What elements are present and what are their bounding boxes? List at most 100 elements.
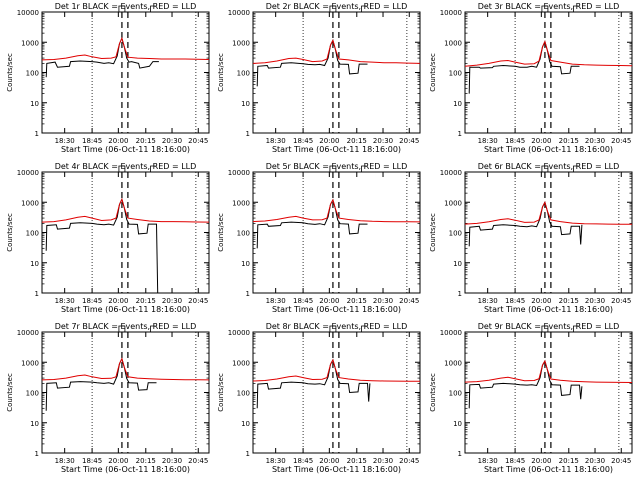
panel-title: Det 3r BLACK = Events, RED = LLD [478,2,620,11]
y-tick-label: 100 [237,70,250,78]
y-tick-label: 10000 [228,9,250,17]
series-lld-line [41,357,210,381]
top-bracket-icon [329,325,337,332]
y-axis-label: Counts/sec [6,213,14,252]
x-tick-label: 20:30 [373,457,393,465]
series-events-line [468,359,583,409]
x-tick-label: 20:30 [373,137,393,145]
plot-frame [464,331,633,454]
x-axis-label: Start Time (06-Oct-11 18:16:00) [61,465,190,474]
x-axis-label: Start Time (06-Oct-11 18:16:00) [484,465,613,474]
y-tick-label: 10 [453,420,462,428]
top-flag-icon [573,325,579,332]
y-tick-label: 1 [458,290,462,298]
chart-panel-6: Det 6r BLACK = Events, RED = LLD 1 10 100 10… [429,162,633,314]
plot-frame [464,11,633,134]
x-tick-label: 18:30 [55,457,75,465]
x-axis-label: Start Time (06-Oct-11 18:16:00) [272,465,401,474]
x-tick-label: 20:00 [319,297,339,305]
y-tick-label: 10000 [228,329,250,337]
top-bracket-icon [118,325,126,332]
y-tick-label: 1 [246,450,250,458]
chart-panel-1: Det 1r BLACK = Events, RED = LLD 1 10 100 10… [6,2,210,154]
panel-title: Det 1r BLACK = Events, RED = LLD [55,2,197,11]
series-lld-line [464,40,633,67]
x-tick-label: 18:45 [82,297,102,305]
series-events-line [45,357,157,411]
top-flag-icon [573,5,579,12]
y-axis-label: Counts/sec [217,213,225,252]
x-tick-label: 18:30 [55,137,75,145]
series-lld-line [41,36,210,61]
top-flag-icon [573,165,579,172]
y-tick-label: 1 [35,450,39,458]
x-tick-label: 20:30 [162,457,182,465]
x-tick-label: 18:30 [55,297,75,305]
plot-frame [252,171,421,294]
x-tick-label: 20:30 [585,297,605,305]
series-lld-line [252,358,421,382]
series-lld-line [464,200,633,225]
x-tick-label: 20:00 [319,457,339,465]
x-axis-label: Start Time (06-Oct-11 18:16:00) [61,305,190,314]
x-axis-label: Start Time (06-Oct-11 18:16:00) [272,145,401,154]
chart-panel-5: Det 5r BLACK = Events, RED = LLD 1 10 100 10… [217,162,421,314]
top-flag-icon [150,165,156,172]
y-tick-label: 1000 [232,199,250,207]
series-events-line [468,200,583,247]
y-tick-label: 10000 [440,169,462,177]
panel-title: Det 8r BLACK = Events, RED = LLD [266,322,408,331]
y-axis-label: Counts/sec [217,53,225,92]
y-tick-label: 1 [246,130,250,138]
x-tick-label: 18:45 [505,137,525,145]
x-tick-label: 20:45 [188,457,208,465]
series-events-line [256,198,368,249]
y-tick-label: 10000 [228,169,250,177]
y-axis-label: Counts/sec [217,373,225,412]
y-tick-label: 1000 [444,359,462,367]
panel-title: Det 5r BLACK = Events, RED = LLD [266,162,408,171]
y-tick-label: 100 [237,390,250,398]
y-axis-label: Counts/sec [6,373,14,412]
panel-title: Det 2r BLACK = Events, RED = LLD [266,2,408,11]
y-tick-label: 10000 [17,169,39,177]
x-tick-label: 20:45 [188,137,208,145]
x-tick-label: 18:45 [505,297,525,305]
y-tick-label: 100 [449,70,462,78]
series-events-line [256,358,371,409]
x-tick-label: 20:00 [108,297,128,305]
y-tick-label: 100 [449,390,462,398]
y-tick-label: 1000 [232,359,250,367]
x-tick-label: 20:45 [399,137,419,145]
x-tick-label: 20:15 [559,457,579,465]
y-tick-label: 1000 [21,359,39,367]
plot-frame [41,11,210,134]
x-tick-label: 20:30 [373,297,393,305]
panel-title: Det 4r BLACK = Events, RED = LLD [55,162,197,171]
chart-panel-9: Det 9r BLACK = Events, RED = LLD 1 10 100 10… [429,322,633,474]
top-bracket-icon [329,165,337,172]
chart-panel-8: Det 8r BLACK = Events, RED = LLD 1 10 100 10… [217,322,421,474]
x-tick-label: 20:15 [136,457,156,465]
y-tick-label: 1000 [444,39,462,47]
x-tick-label: 20:15 [347,297,367,305]
x-tick-label: 20:15 [559,137,579,145]
series-lld-line [41,197,210,223]
chart-panel-7: Det 7r BLACK = Events, RED = LLD 1 10 100 10… [6,322,210,474]
x-axis-label: Start Time (06-Oct-11 18:16:00) [484,305,613,314]
x-tick-label: 20:30 [585,457,605,465]
plot-frame [252,331,421,454]
x-axis-label: Start Time (06-Oct-11 18:16:00) [272,305,401,314]
x-tick-label: 20:15 [347,137,367,145]
x-tick-label: 18:30 [478,137,498,145]
x-tick-label: 20:00 [531,457,551,465]
top-bracket-icon [541,325,549,332]
x-tick-label: 20:15 [347,457,367,465]
x-tick-label: 20:45 [611,297,631,305]
series-events-line [468,40,580,94]
top-bracket-icon [329,5,337,12]
x-tick-label: 18:45 [82,457,102,465]
series-lld-line [252,198,421,223]
y-tick-label: 10 [30,420,39,428]
top-bracket-icon [541,165,549,172]
